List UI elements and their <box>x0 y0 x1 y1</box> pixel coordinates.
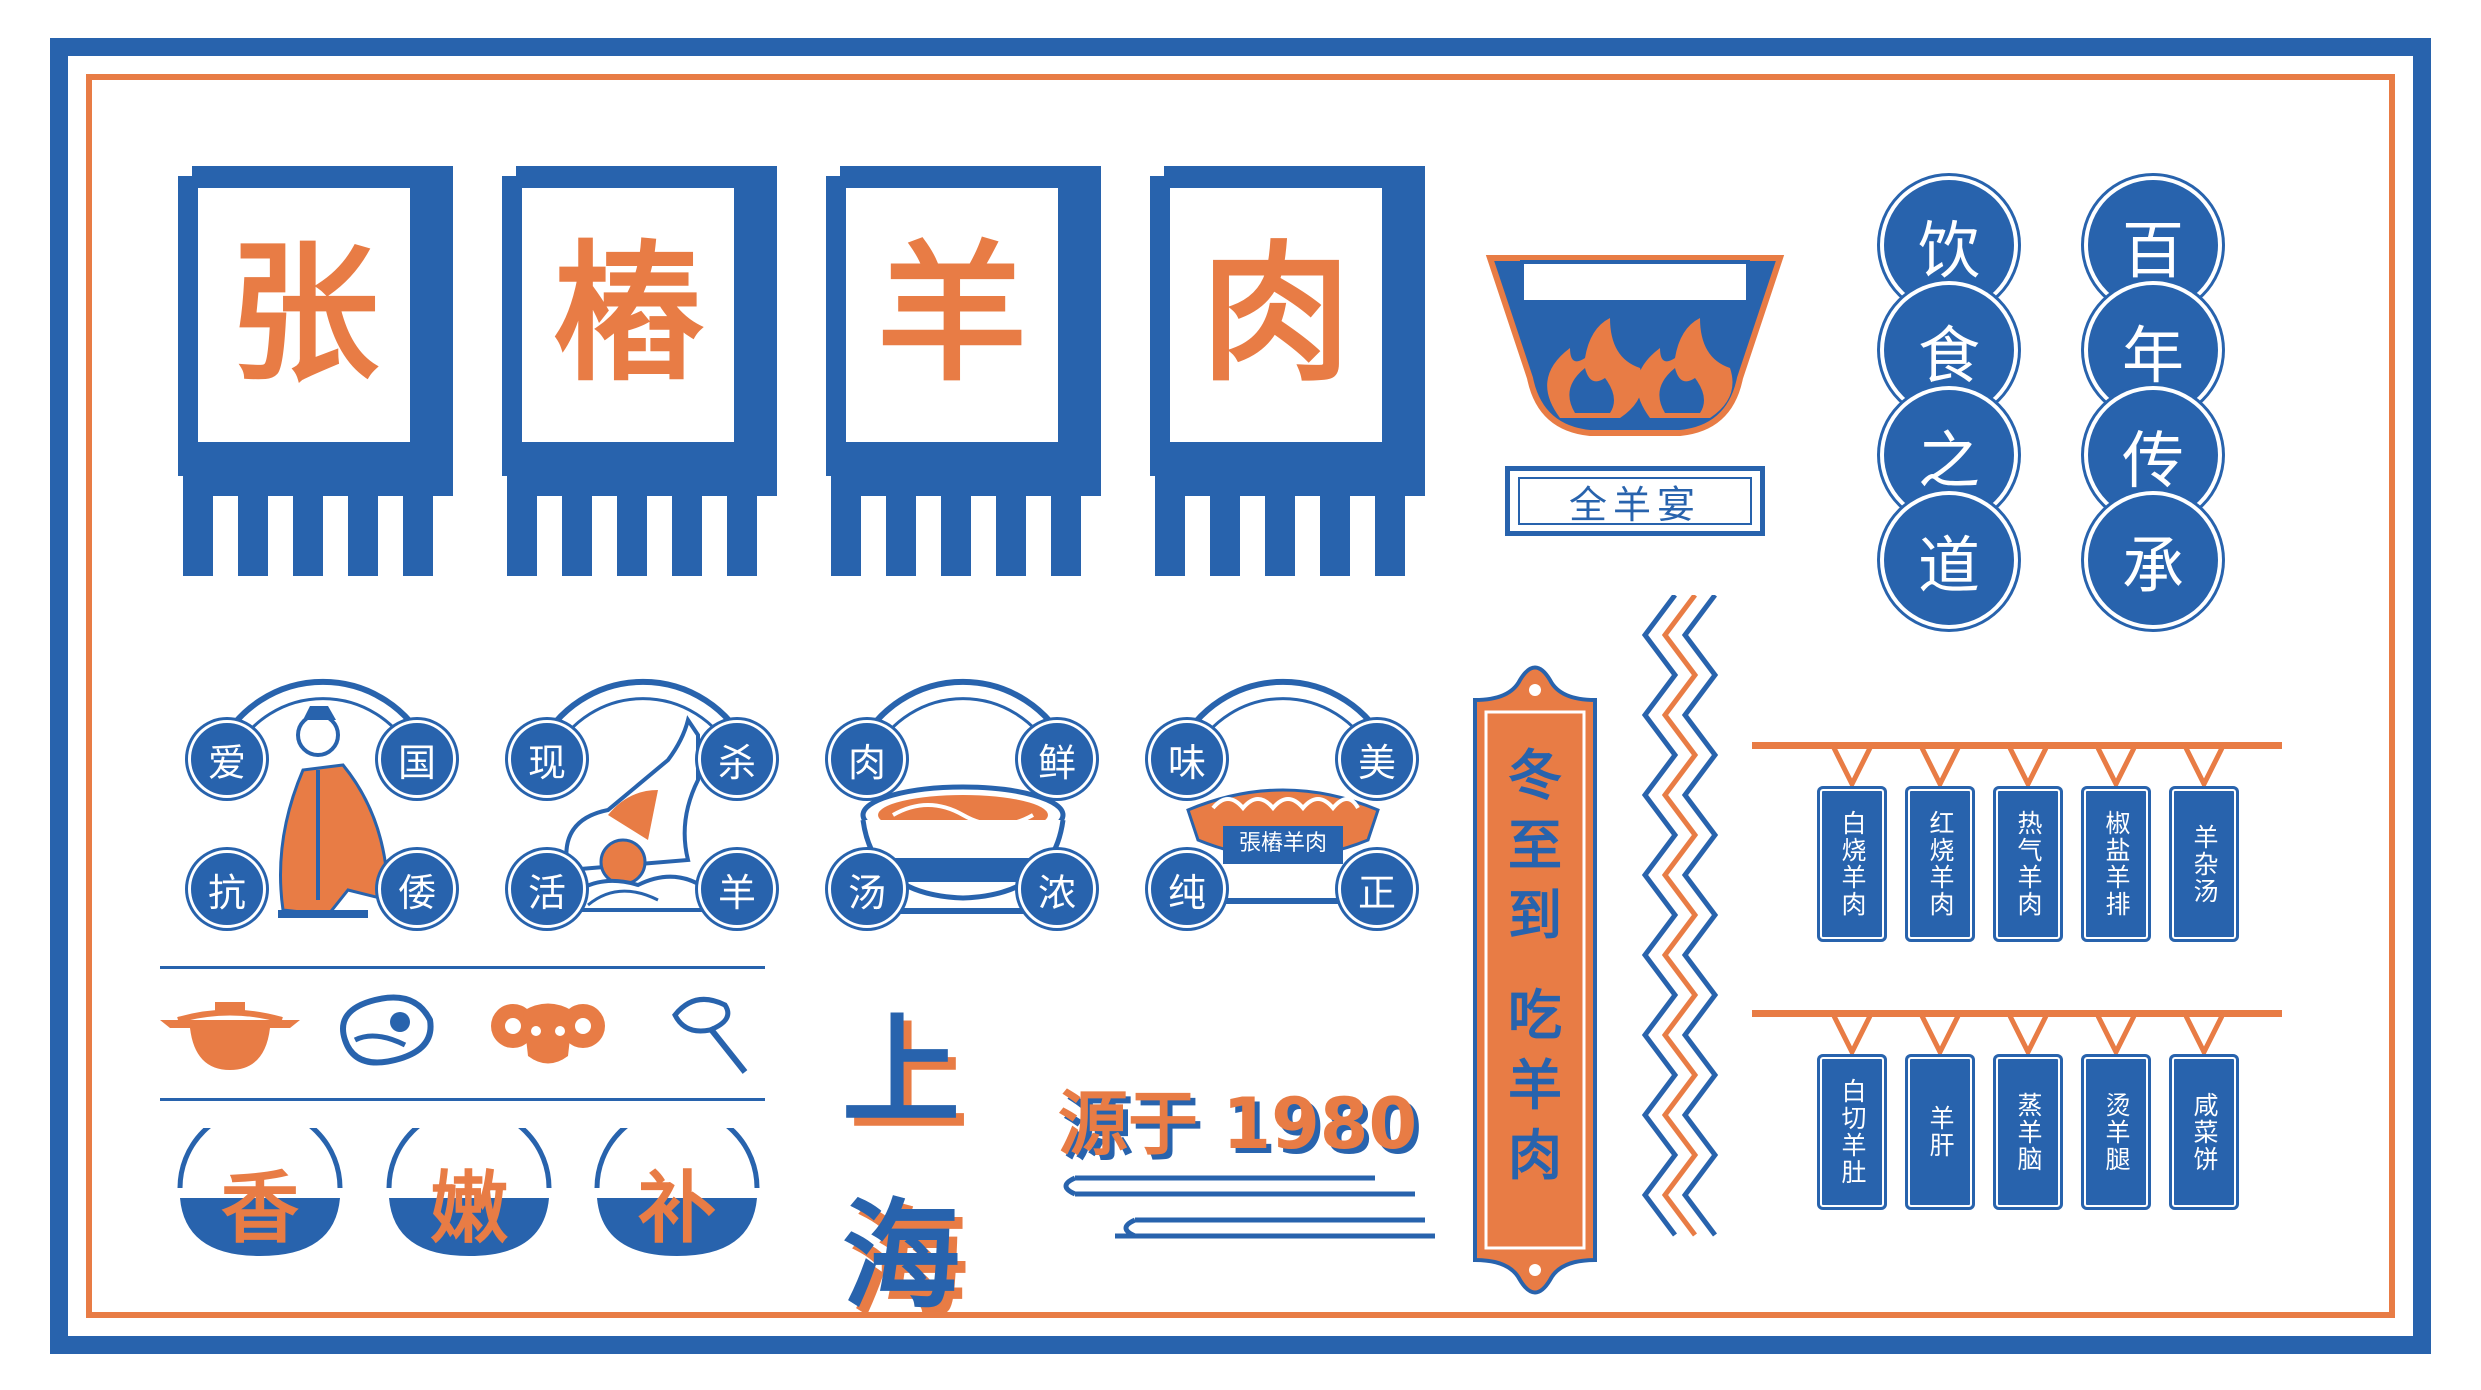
circle-char: 杀 <box>698 720 776 798</box>
steak-icon <box>340 994 434 1066</box>
illustration-xiansha: 现 杀 活 羊 <box>498 640 788 940</box>
vb-char: 冬 <box>1508 743 1562 807</box>
menu-tag[interactable]: 椒盐羊排 <box>2081 786 2151 942</box>
illustration-weimei: 張樁羊肉 味 美 纯 正 <box>1138 640 1428 940</box>
bowl-char: 嫩 <box>429 1163 508 1254</box>
menu-strings-2 <box>1831 1016 2225 1056</box>
vb-char: 吃 <box>1508 983 1562 1047</box>
menu-rail-1 <box>1752 742 2282 749</box>
flame-pot-icon <box>1485 255 1785 436</box>
menu-tag[interactable]: 蒸羊脑 <box>1993 1054 2063 1210</box>
menu-tag[interactable]: 热气羊肉 <box>1993 786 2063 942</box>
menu-tag[interactable]: 烫羊腿 <box>2081 1054 2151 1210</box>
outer-frame <box>50 38 2431 1354</box>
illustration-aiguo: 爱 国 抗 倭 <box>178 640 468 940</box>
banner-char: 羊 <box>876 228 1027 402</box>
circle-char: 肉 <box>828 720 906 798</box>
inner-frame <box>86 74 2395 1318</box>
illustration-rouxian: 肉 鲜 汤 浓 <box>818 640 1108 940</box>
banner-char: 肉 <box>1200 228 1351 402</box>
bowl-bu: 补 <box>592 1128 762 1258</box>
circle-char: 味 <box>1148 720 1226 798</box>
circle-char: 活 <box>508 850 586 928</box>
vb-char: 羊 <box>1508 1053 1562 1117</box>
badge-quanyangyan: 全羊宴 <box>1505 466 1765 536</box>
menu-rail-2 <box>1752 1010 2282 1017</box>
circle-char: 浓 <box>1018 850 1096 928</box>
badge-label: 全羊宴 <box>1568 482 1701 527</box>
menu-tag[interactable]: 羊杂汤 <box>2169 786 2239 942</box>
chain-char: 承 <box>2088 495 2218 625</box>
shanghai-char-2: 海 <box>842 1187 961 1325</box>
circle-char: 抗 <box>188 850 266 928</box>
chain-char: 道 <box>1884 495 2014 625</box>
butcher-ox-icon <box>553 715 733 912</box>
vb-char: 肉 <box>1508 1123 1562 1187</box>
vb-char: 到 <box>1508 883 1562 947</box>
title-banner-3: 羊 <box>826 166 1101 586</box>
circle-char: 鲜 <box>1018 720 1096 798</box>
circle-char: 汤 <box>828 850 906 928</box>
menu-tag[interactable]: 白切羊肚 <box>1817 1054 1887 1210</box>
circle-char: 倭 <box>378 850 456 928</box>
vb-char: 至 <box>1508 813 1562 877</box>
since-1980: 源于 1980 <box>1058 1083 1418 1165</box>
brand-bowl-icon <box>1186 788 1380 904</box>
vertical-banner-bg <box>1473 665 1597 1295</box>
zigzag-decoration <box>1641 595 1719 1237</box>
scholar-figure-icon <box>278 706 390 918</box>
menu-tag[interactable]: 白烧羊肉 <box>1817 786 1887 942</box>
circle-char: 国 <box>378 720 456 798</box>
chain-char: 传 <box>2088 390 2218 520</box>
menu-tag[interactable]: 羊肝 <box>1905 1054 1975 1210</box>
menu-tag[interactable]: 红烧羊肉 <box>1905 786 1975 942</box>
vertical-banner-text: 冬 至 到 吃 羊 肉 <box>1470 740 1600 1190</box>
menu-strings-1 <box>1831 748 2225 788</box>
bowl-char: 香 <box>220 1163 299 1254</box>
circle-char: 爱 <box>188 720 266 798</box>
divider-bottom <box>160 1098 765 1101</box>
circle-char: 现 <box>508 720 586 798</box>
menu-tag[interactable]: 咸菜饼 <box>2169 1054 2239 1210</box>
circle-char: 羊 <box>698 850 776 928</box>
pot-icon <box>160 1002 300 1070</box>
circle-char: 正 <box>1338 850 1416 928</box>
circle-char: 纯 <box>1148 850 1226 928</box>
banner-char: 张 <box>228 228 379 402</box>
banner-char: 樁 <box>552 228 703 402</box>
cloud-lines-icon <box>1063 1175 1435 1239</box>
ram-head-icon <box>491 1003 605 1064</box>
spoon-icon <box>672 996 748 1074</box>
circle-char: 美 <box>1338 720 1416 798</box>
title-banner-2: 樁 <box>502 166 777 586</box>
shanghai-char-1: 上 <box>842 1002 961 1140</box>
divider-top <box>160 966 765 969</box>
bowl-xiang: 香 <box>175 1128 345 1258</box>
bowl-char: 补 <box>637 1163 716 1254</box>
bowl-nen: 嫩 <box>384 1128 554 1258</box>
title-banner-1: 张 <box>178 166 453 586</box>
title-banner-4: 肉 <box>1150 166 1425 586</box>
brand-label: 張樁羊肉 <box>1238 831 1327 856</box>
